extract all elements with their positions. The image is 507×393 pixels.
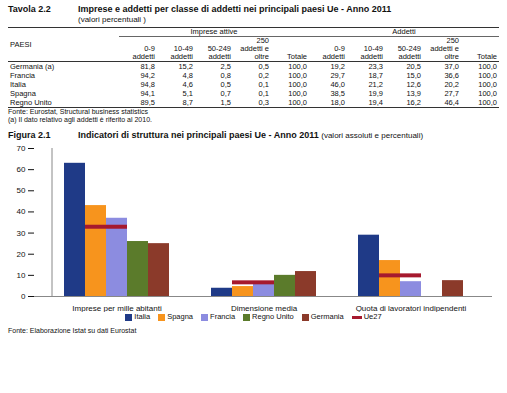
html-text:46,4: 46,4 bbox=[444, 98, 459, 107]
html-text:0,2: 0,2 bbox=[258, 71, 269, 80]
html-text:Francia: Francia bbox=[210, 312, 236, 321]
svg-text:40: 40 bbox=[17, 207, 26, 216]
html-text:4,8: 4,8 bbox=[182, 71, 193, 80]
html-text:Totale: Totale bbox=[477, 52, 497, 61]
html-text:0,5: 0,5 bbox=[258, 62, 269, 71]
svg-text:70: 70 bbox=[17, 144, 26, 153]
html-text:0-9 addetti: 0-9 addetti bbox=[132, 44, 155, 61]
html-text:20,2: 20,2 bbox=[444, 80, 459, 89]
html-text:(a) Il dato relativo agli adde: (a) Il dato relativo agli addetti è rife… bbox=[8, 116, 152, 123]
svg-text:Quota di lavoratori indipenden: Quota di lavoratori indipendenti bbox=[356, 304, 467, 312]
html-text:94,8: 94,8 bbox=[140, 80, 155, 89]
html-text:10-49 addetti: 10-49 addetti bbox=[360, 44, 383, 61]
html-text:100,0: 100,0 bbox=[288, 80, 307, 89]
html-text:38,5: 38,5 bbox=[330, 89, 345, 98]
html-text:46,0: 46,0 bbox=[330, 80, 345, 89]
html-text:89,5: 89,5 bbox=[140, 98, 155, 107]
html-text:4,6: 4,6 bbox=[182, 80, 193, 89]
html-text:100,0: 100,0 bbox=[288, 62, 307, 71]
html-text:21,2: 21,2 bbox=[368, 80, 383, 89]
svg-text:Imprese per mille abitanti: Imprese per mille abitanti bbox=[72, 304, 162, 312]
html-text:8,7: 8,7 bbox=[182, 98, 193, 107]
html-text:19,4: 19,4 bbox=[368, 98, 383, 107]
html-text:1,5: 1,5 bbox=[220, 98, 231, 107]
html-text:100,0: 100,0 bbox=[478, 80, 497, 89]
html-text:Ue27: Ue27 bbox=[363, 312, 382, 321]
svg-text:0: 0 bbox=[21, 292, 26, 301]
html-text:Imprese e addetti per classe d: Imprese e addetti per classe di addetti … bbox=[78, 4, 392, 14]
html-text:10-49 addetti: 10-49 addetti bbox=[170, 44, 193, 61]
html-text:0,8: 0,8 bbox=[220, 71, 231, 80]
html-text:19,2: 19,2 bbox=[330, 62, 345, 71]
html-text:0,1: 0,1 bbox=[258, 89, 269, 98]
svg-text:Dimensione media: Dimensione media bbox=[231, 304, 298, 312]
html-text:20,5: 20,5 bbox=[406, 62, 421, 71]
html-text:100,0: 100,0 bbox=[478, 62, 497, 71]
html-text:Regno Unito: Regno Unito bbox=[252, 312, 294, 321]
svg-text:50: 50 bbox=[17, 186, 26, 195]
html-text:18,7: 18,7 bbox=[368, 71, 383, 80]
html-text:Addetti: Addetti bbox=[392, 27, 416, 36]
html-text:2,5: 2,5 bbox=[220, 62, 231, 71]
svg-text:30: 30 bbox=[17, 229, 26, 238]
html-text:12,6: 12,6 bbox=[406, 80, 421, 89]
html-text:Italia: Italia bbox=[10, 80, 26, 89]
html-text:(valori percentuali ): (valori percentuali ) bbox=[78, 15, 146, 24]
html-text:Fonte: Elaborazione Istat su d: Fonte: Elaborazione Istat su dati Eurost… bbox=[8, 327, 137, 334]
html-text:94,2: 94,2 bbox=[140, 71, 155, 80]
html-text:18,0: 18,0 bbox=[330, 98, 345, 107]
html-text:250 addetti e oltre: 250 addetti e oltre bbox=[240, 36, 269, 61]
html-text:Germania: Germania bbox=[310, 312, 344, 321]
html-text:0-9 addetti: 0-9 addetti bbox=[322, 44, 345, 61]
html-text:100,0: 100,0 bbox=[478, 98, 497, 107]
html-text:5,1: 5,1 bbox=[182, 89, 193, 98]
html-text:23,3: 23,3 bbox=[368, 62, 383, 71]
html-text:94,1: 94,1 bbox=[140, 89, 155, 98]
html-text:19,9: 19,9 bbox=[368, 89, 383, 98]
html-text:0,1: 0,1 bbox=[258, 80, 269, 89]
html-text:100,0: 100,0 bbox=[478, 89, 497, 98]
html-text:Imprese attive: Imprese attive bbox=[190, 27, 238, 36]
html-text:Figura 2.1: Figura 2.1 bbox=[8, 130, 51, 140]
html-text:100,0: 100,0 bbox=[478, 71, 497, 80]
html-text:100,0: 100,0 bbox=[288, 71, 307, 80]
svg-text:20: 20 bbox=[17, 250, 26, 259]
html-text:PAESI: PAESI bbox=[10, 39, 32, 49]
html-text:81,8: 81,8 bbox=[140, 62, 155, 71]
html-text:15,2: 15,2 bbox=[178, 62, 193, 71]
html-text:15,0: 15,0 bbox=[406, 71, 421, 80]
html-text:0,7: 0,7 bbox=[220, 89, 231, 98]
html-text:50-249 addetti: 50-249 addetti bbox=[207, 44, 231, 61]
html-text:Italia: Italia bbox=[134, 312, 151, 321]
html-text:100,0: 100,0 bbox=[288, 89, 307, 98]
html-text:13,9: 13,9 bbox=[406, 89, 421, 98]
html-text:250 addetti e oltre: 250 addetti e oltre bbox=[430, 36, 459, 61]
html-text:Francia: Francia bbox=[10, 71, 35, 80]
html-text:27,7: 27,7 bbox=[444, 89, 459, 98]
html-text:100,0: 100,0 bbox=[288, 98, 307, 107]
html-text:0,3: 0,3 bbox=[258, 98, 269, 107]
html-text:Spagna: Spagna bbox=[167, 312, 193, 321]
html-text:Indicatori di struttura nei pr: Indicatori di struttura nei principali p… bbox=[78, 130, 424, 140]
html-text:Regno Unito: Regno Unito bbox=[10, 98, 52, 107]
html-text:Tavola 2.2: Tavola 2.2 bbox=[8, 4, 51, 14]
svg-text:10: 10 bbox=[17, 271, 26, 280]
html-text:50-249 addetti: 50-249 addetti bbox=[397, 44, 421, 61]
html-text:36,6: 36,6 bbox=[444, 71, 459, 80]
svg-text:60: 60 bbox=[17, 165, 26, 174]
html-text:Fonte: Eurostat, Structural bu: Fonte: Eurostat, Structural business sta… bbox=[8, 108, 149, 115]
html-text:16,2: 16,2 bbox=[406, 98, 421, 107]
html-text:37,0: 37,0 bbox=[444, 62, 459, 71]
html-text:0,5: 0,5 bbox=[220, 80, 231, 89]
html-text:Germania (a): Germania (a) bbox=[10, 62, 55, 71]
html-text:Totale: Totale bbox=[287, 52, 307, 61]
html-text:Spagna: Spagna bbox=[10, 89, 36, 98]
html-text:29,7: 29,7 bbox=[330, 71, 345, 80]
